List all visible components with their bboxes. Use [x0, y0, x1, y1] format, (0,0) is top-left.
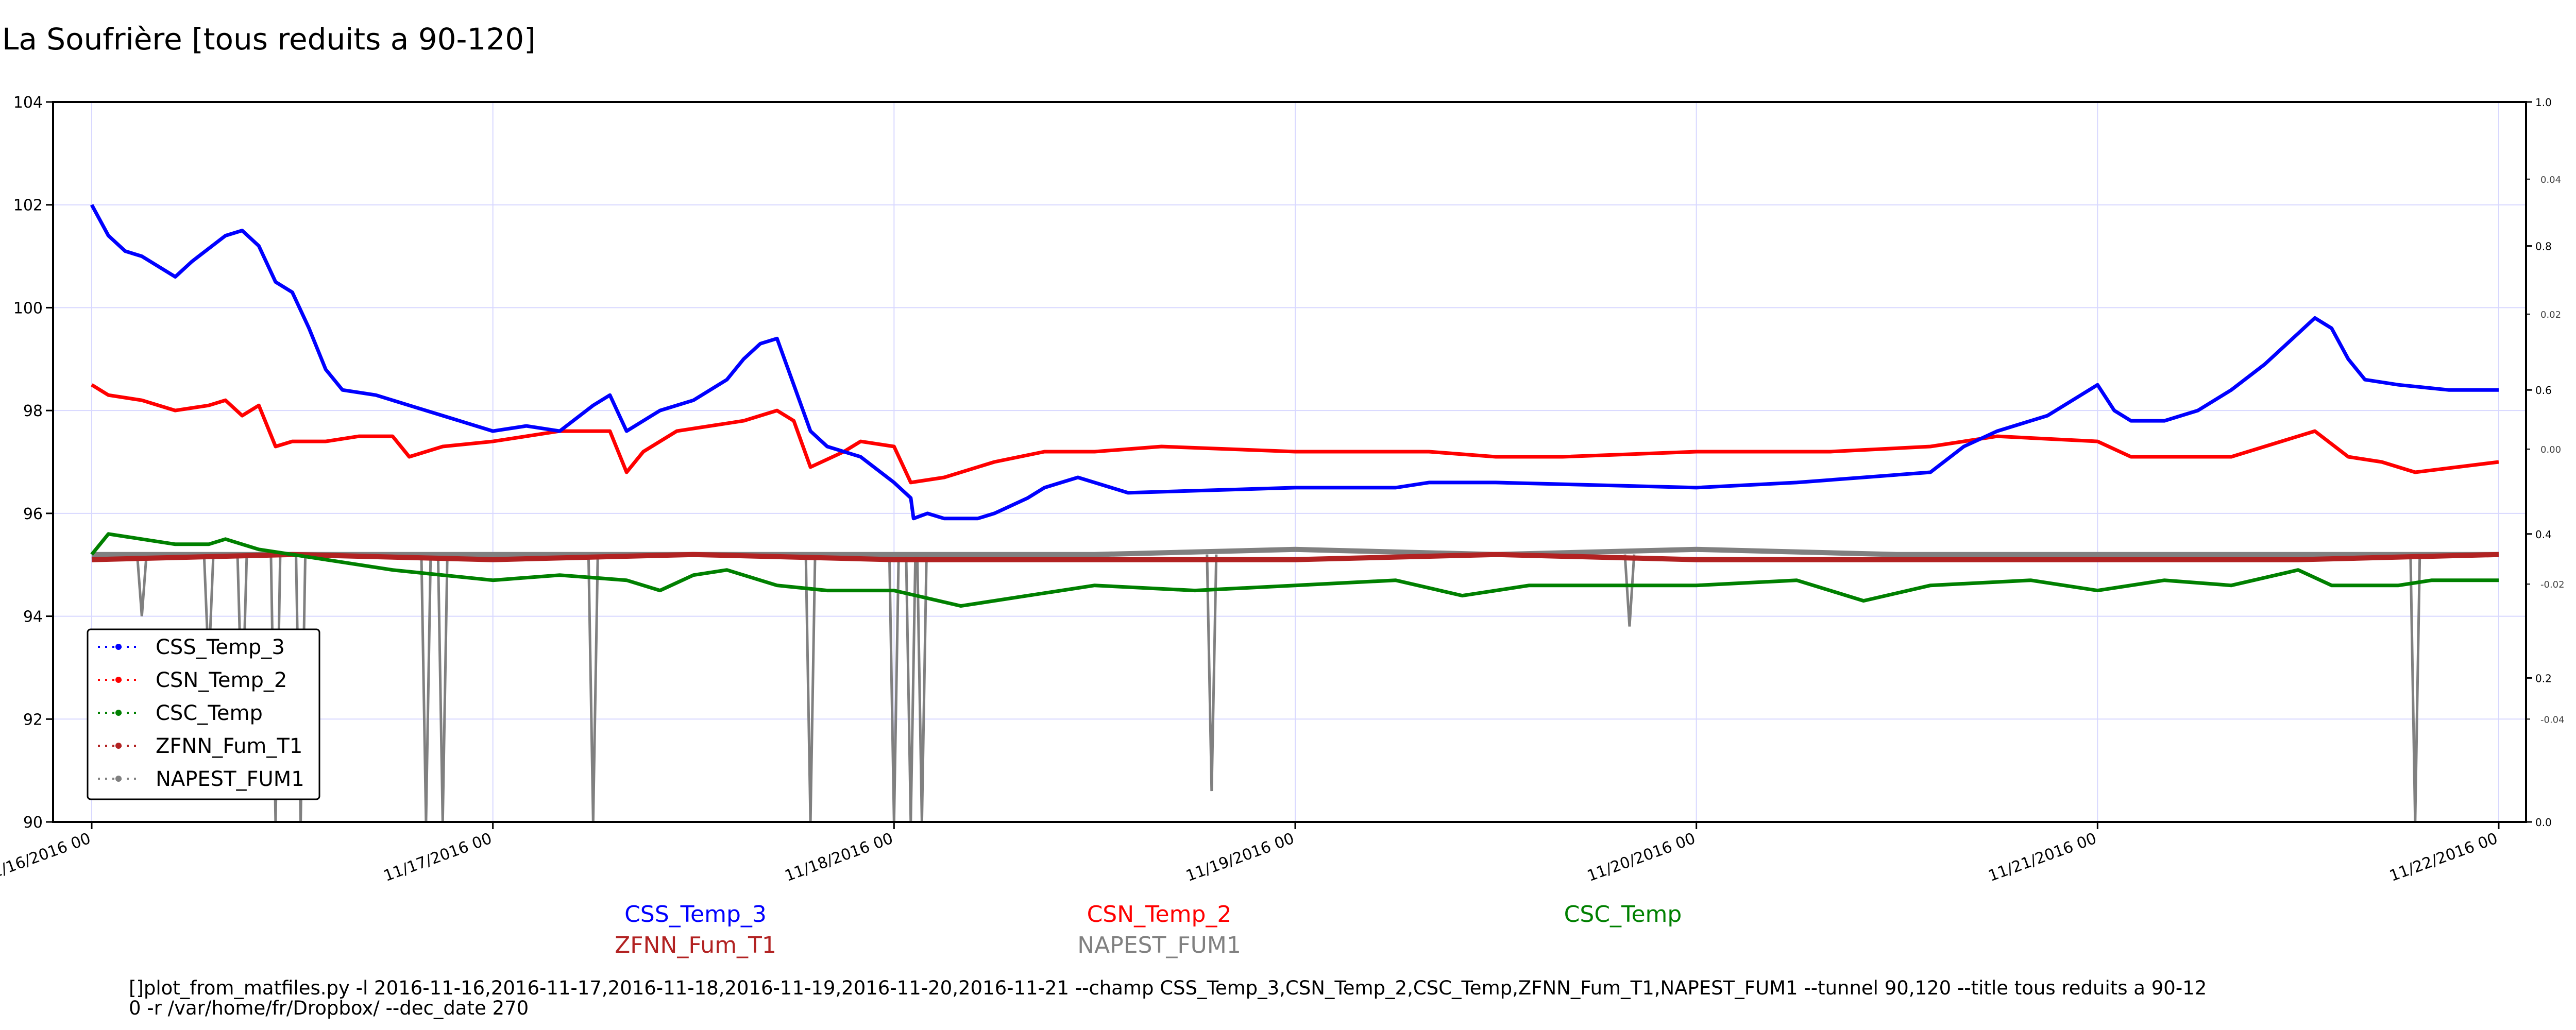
legend-box — [87, 628, 320, 800]
series-drop-NAPEST_FUM1 — [804, 554, 817, 822]
x-tick-label: 11/17/2016 00 — [381, 830, 494, 885]
y-tick-label: 90 — [23, 814, 43, 832]
y2-minor-tick-label: 0.02 — [2540, 310, 2561, 320]
series-labels: CSS_Temp_3 CSN_Temp_2 CSC_Temp ZFNN_Fum_T1 N… — [615, 901, 1682, 958]
y2-tick-label: 0.6 — [2535, 384, 2552, 397]
series-label: ZFNN_Fum_T1 — [615, 932, 776, 958]
secondary-y-axis: 0.0 0.2 0.4 0.6 0.8 1.0 -0.04 -0.02 0.00 0.02 0.04 — [2526, 96, 2565, 829]
series-line-CSC_Temp — [90, 532, 2499, 608]
series-label: CSC_Temp — [1564, 901, 1682, 928]
y2-tick-label: 0.2 — [2535, 672, 2552, 684]
x-tick-label: 11/21/2016 00 — [1986, 830, 2099, 885]
y2-tick-label: 0.8 — [2535, 241, 2552, 253]
x-axis: 11/16/2016 00 11/17/2016 00 11/18/2016 00 1… — [0, 822, 2500, 885]
series-drop-NAPEST_FUM1 — [420, 554, 432, 822]
y-axis: 90 92 94 96 98 100 102 104 — [13, 94, 53, 832]
y-tick-label: 94 — [23, 608, 43, 626]
y2-tick-label: 0.4 — [2535, 528, 2552, 541]
x-tick-label: 11/22/2016 00 — [2387, 830, 2500, 885]
y-tick-label: 98 — [23, 402, 43, 420]
series-drop-NAPEST_FUM1 — [1206, 554, 1218, 792]
chart-title: La Soufrière [tous reduits a 90-120] — [2, 22, 536, 57]
y-tick-label: 92 — [23, 711, 43, 729]
series-drop-NAPEST_FUM1 — [1623, 554, 1636, 627]
y2-minor-tick-label: 0.00 — [2540, 444, 2561, 455]
y-tick-label: 100 — [13, 299, 43, 317]
legend-marker — [115, 710, 122, 716]
legend-marker — [115, 644, 122, 650]
y-tick-label: 96 — [23, 505, 43, 523]
legend-label: CSC_Temp — [156, 701, 263, 725]
y2-minor-tick-label: 0.04 — [2540, 175, 2561, 185]
grid — [53, 101, 2526, 822]
x-tick-label: 11/20/2016 00 — [1585, 830, 1698, 885]
series-drop-NAPEST_FUM1 — [587, 554, 599, 822]
legend-marker — [115, 776, 122, 782]
legend-label: ZFNN_Fum_T1 — [156, 734, 302, 758]
command-line-2: 0 -r /var/home/fr/Dropbox/ --dec_date 27… — [129, 997, 529, 1019]
y2-tick-label: 0.0 — [2535, 816, 2552, 829]
y2-minor-tick-label: -0.02 — [2540, 579, 2565, 590]
legend-marker — [115, 677, 122, 683]
legend-label: CSN_Temp_2 — [156, 668, 287, 692]
y-tick-label: 102 — [13, 197, 43, 215]
series-label: NAPEST_FUM1 — [1077, 932, 1241, 958]
series-line-ZFNN_Fum_T1 — [91, 552, 2499, 562]
command-line-1: []plot_from_matfiles.py -l 2016-11-16,20… — [129, 977, 2207, 999]
plot-frame — [52, 101, 2527, 823]
legend: CSS_Temp_3 CSN_Temp_2 CSC_Temp ZFNN_Fum_T1 N… — [87, 628, 320, 800]
legend-label: NAPEST_FUM1 — [156, 767, 304, 791]
legend-label: CSS_Temp_3 — [156, 636, 285, 659]
x-tick-label: 11/16/2016 00 — [0, 830, 93, 885]
series-drop-NAPEST_FUM1 — [2409, 554, 2421, 822]
series-drop-NAPEST_FUM1 — [135, 554, 148, 616]
x-tick-label: 11/18/2016 00 — [783, 830, 895, 885]
y-tick-label: 104 — [13, 94, 43, 112]
y2-minor-tick-label: -0.04 — [2540, 714, 2565, 725]
legend-marker — [115, 743, 122, 749]
y2-tick-label: 1.0 — [2535, 96, 2552, 109]
series-line-CSS_Temp_3 — [90, 204, 2499, 521]
x-tick-label: 11/19/2016 00 — [1183, 830, 1296, 885]
series-line-NAPEST_FUM1 — [92, 546, 2499, 557]
series-label: CSN_Temp_2 — [1087, 901, 1232, 928]
series-label: CSS_Temp_3 — [624, 901, 767, 928]
series-drop-NAPEST_FUM1 — [436, 554, 449, 822]
